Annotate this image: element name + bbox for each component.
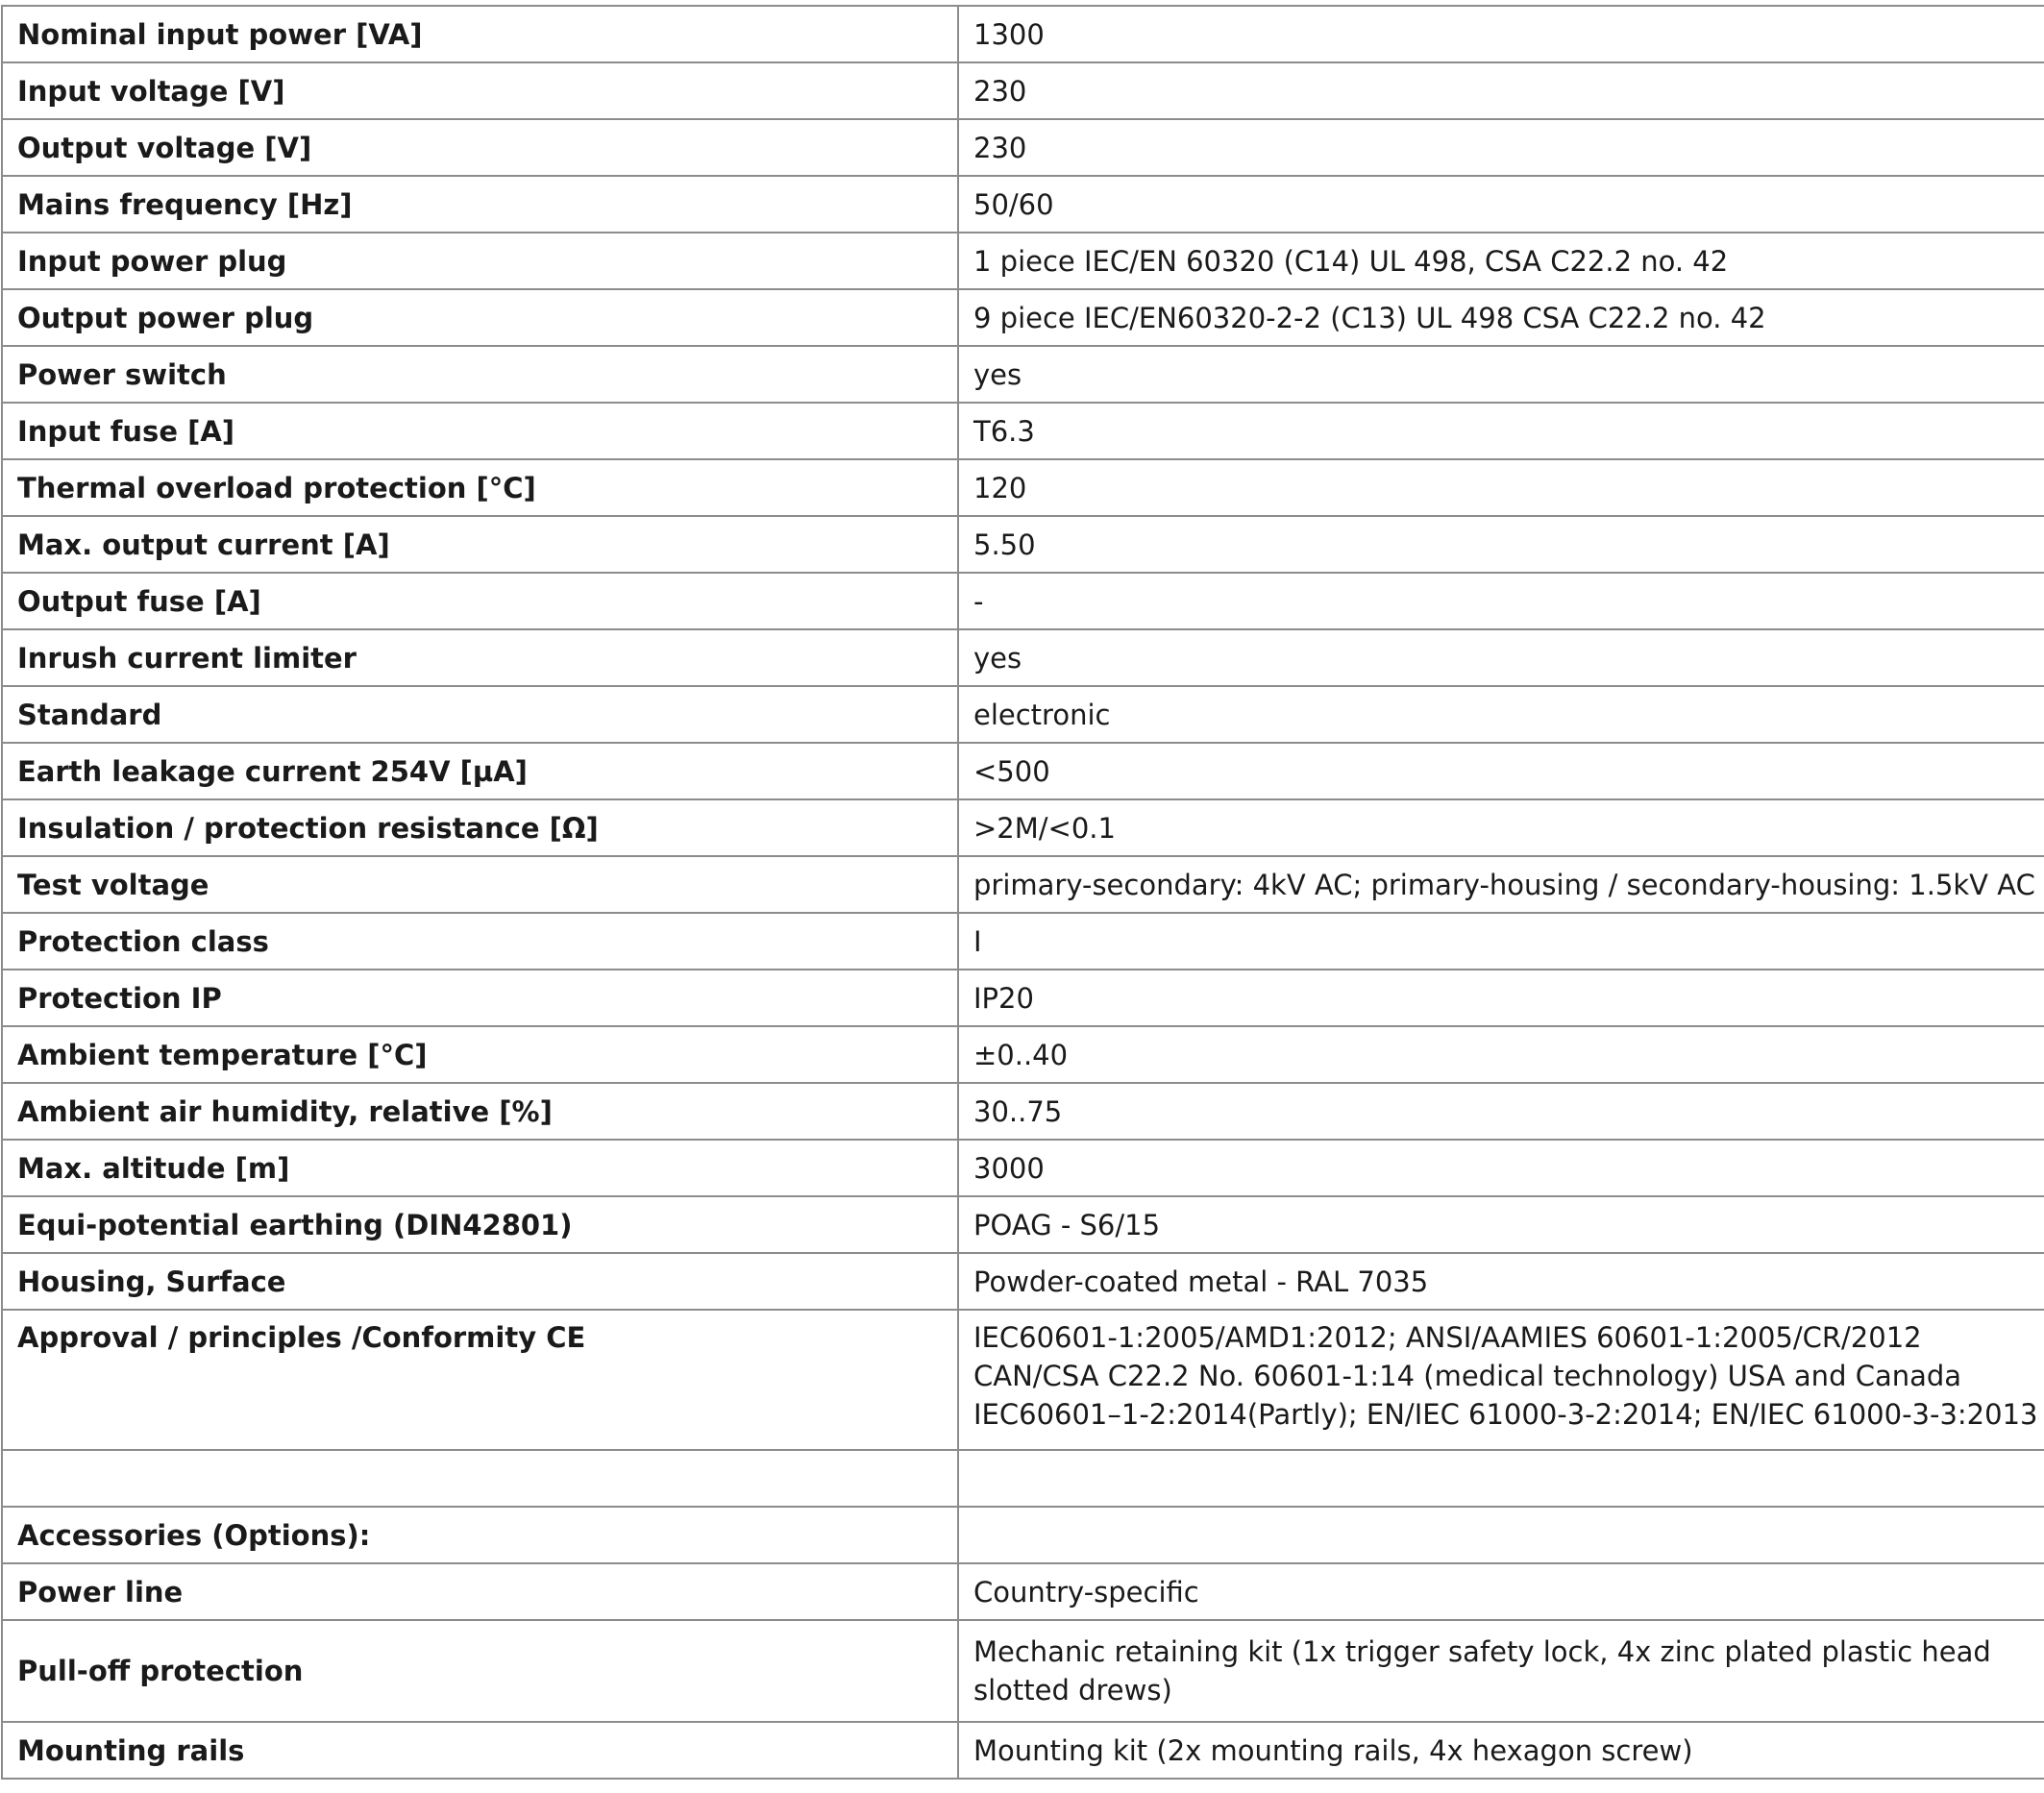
row-value: 30..75 <box>957 1082 2044 1141</box>
row-label: Earth leakage current 254V [µA] <box>1 742 959 800</box>
row-value: 120 <box>957 458 2044 517</box>
row-label: Output voltage [V] <box>1 118 959 177</box>
table-row: Thermal overload protection [°C] 120 <box>1 458 2044 517</box>
row-value <box>957 1449 2044 1508</box>
table-row: Inrush current limiter yes <box>1 628 2044 687</box>
table-row: Approval / principles /Conformity CE IEC… <box>1 1309 2044 1451</box>
row-label: Input fuse [A] <box>1 402 959 460</box>
row-label: Protection class <box>1 912 959 970</box>
table-row: Input power plug 1 piece IEC/EN 60320 (C… <box>1 232 2044 290</box>
table-row: Equi-potential earthing (DIN42801) POAG … <box>1 1195 2044 1254</box>
spec-table: Nominal input power [VA] 1300 Input volt… <box>1 5 2044 1780</box>
table-row: Input voltage [V] 230 <box>1 61 2044 120</box>
row-label: Pull-off protection <box>1 1619 959 1723</box>
row-label: Protection IP <box>1 969 959 1027</box>
row-label: Max. output current [A] <box>1 515 959 574</box>
table-row: Mounting rails Mounting kit (2x mounting… <box>1 1721 2044 1780</box>
row-value: yes <box>957 345 2044 404</box>
row-value: T6.3 <box>957 402 2044 460</box>
table-row: Power switch yes <box>1 345 2044 404</box>
row-value: 1 piece IEC/EN 60320 (C14) UL 498, CSA C… <box>957 232 2044 290</box>
row-label: Power switch <box>1 345 959 404</box>
table-row: Insulation / protection resistance [Ω] >… <box>1 798 2044 857</box>
table-row: Standard electronic <box>1 685 2044 744</box>
row-value: primary-secondary: 4kV AC; primary-housi… <box>957 855 2044 914</box>
row-value: <500 <box>957 742 2044 800</box>
row-value: 230 <box>957 61 2044 120</box>
row-value: ±0..40 <box>957 1025 2044 1084</box>
table-row: Earth leakage current 254V [µA] <500 <box>1 742 2044 800</box>
row-label <box>1 1449 959 1508</box>
row-value <box>957 1506 2044 1564</box>
table-row: Pull-off protection Mechanic retaining k… <box>1 1619 2044 1723</box>
row-label: Thermal overload protection [°C] <box>1 458 959 517</box>
row-label: Insulation / protection resistance [Ω] <box>1 798 959 857</box>
table-row: Accessories (Options): <box>1 1506 2044 1564</box>
row-label: Mains frequency [Hz] <box>1 175 959 233</box>
row-label: Ambient air humidity, relative [%] <box>1 1082 959 1141</box>
row-label: Equi-potential earthing (DIN42801) <box>1 1195 959 1254</box>
table-row: Max. output current [A] 5.50 <box>1 515 2044 574</box>
row-label: Housing, Surface <box>1 1252 959 1311</box>
table-row: Mains frequency [Hz] 50/60 <box>1 175 2044 233</box>
row-label: Inrush current limiter <box>1 628 959 687</box>
row-label: Output power plug <box>1 288 959 347</box>
row-label: Output fuse [A] <box>1 572 959 630</box>
row-value: electronic <box>957 685 2044 744</box>
table-row: Protection class I <box>1 912 2044 970</box>
row-value: 230 <box>957 118 2044 177</box>
row-value: - <box>957 572 2044 630</box>
row-label: Standard <box>1 685 959 744</box>
row-value: IEC60601-1:2005/AMD1:2012; ANSI/AAMIES 6… <box>957 1309 2044 1451</box>
row-value: 9 piece IEC/EN60320-2-2 (C13) UL 498 CSA… <box>957 288 2044 347</box>
table-row: Protection IP IP20 <box>1 969 2044 1027</box>
table-row: Test voltage primary-secondary: 4kV AC; … <box>1 855 2044 914</box>
table-row: Output power plug 9 piece IEC/EN60320-2-… <box>1 288 2044 347</box>
row-value: POAG - S6/15 <box>957 1195 2044 1254</box>
table-row: Nominal input power [VA] 1300 <box>1 5 2044 63</box>
row-label: Test voltage <box>1 855 959 914</box>
row-value: >2M/<0.1 <box>957 798 2044 857</box>
row-value: Country-specific <box>957 1562 2044 1621</box>
row-value: Mounting kit (2x mounting rails, 4x hexa… <box>957 1721 2044 1780</box>
table-row: Output fuse [A] - <box>1 572 2044 630</box>
row-value: I <box>957 912 2044 970</box>
row-value: Mechanic retaining kit (1x trigger safet… <box>957 1619 2044 1723</box>
table-row: Ambient temperature [°C] ±0..40 <box>1 1025 2044 1084</box>
row-label: Accessories (Options): <box>1 1506 959 1564</box>
table-row: Power line Country-specific <box>1 1562 2044 1621</box>
row-value: 50/60 <box>957 175 2044 233</box>
row-label: Approval / principles /Conformity CE <box>1 1309 959 1451</box>
table-row: Housing, Surface Powder-coated metal - R… <box>1 1252 2044 1311</box>
row-label: Mounting rails <box>1 1721 959 1780</box>
table-row: Max. altitude [m] 3000 <box>1 1139 2044 1197</box>
row-value: yes <box>957 628 2044 687</box>
row-value: 1300 <box>957 5 2044 63</box>
table-row: Input fuse [A] T6.3 <box>1 402 2044 460</box>
row-label: Nominal input power [VA] <box>1 5 959 63</box>
table-row: Output voltage [V] 230 <box>1 118 2044 177</box>
row-label: Max. altitude [m] <box>1 1139 959 1197</box>
row-value: Powder-coated metal - RAL 7035 <box>957 1252 2044 1311</box>
row-label: Input voltage [V] <box>1 61 959 120</box>
table-row <box>1 1449 2044 1508</box>
row-value: IP20 <box>957 969 2044 1027</box>
table-row: Ambient air humidity, relative [%] 30..7… <box>1 1082 2044 1141</box>
row-label: Power line <box>1 1562 959 1621</box>
row-label: Input power plug <box>1 232 959 290</box>
row-value: 5.50 <box>957 515 2044 574</box>
row-label: Ambient temperature [°C] <box>1 1025 959 1084</box>
row-value: 3000 <box>957 1139 2044 1197</box>
